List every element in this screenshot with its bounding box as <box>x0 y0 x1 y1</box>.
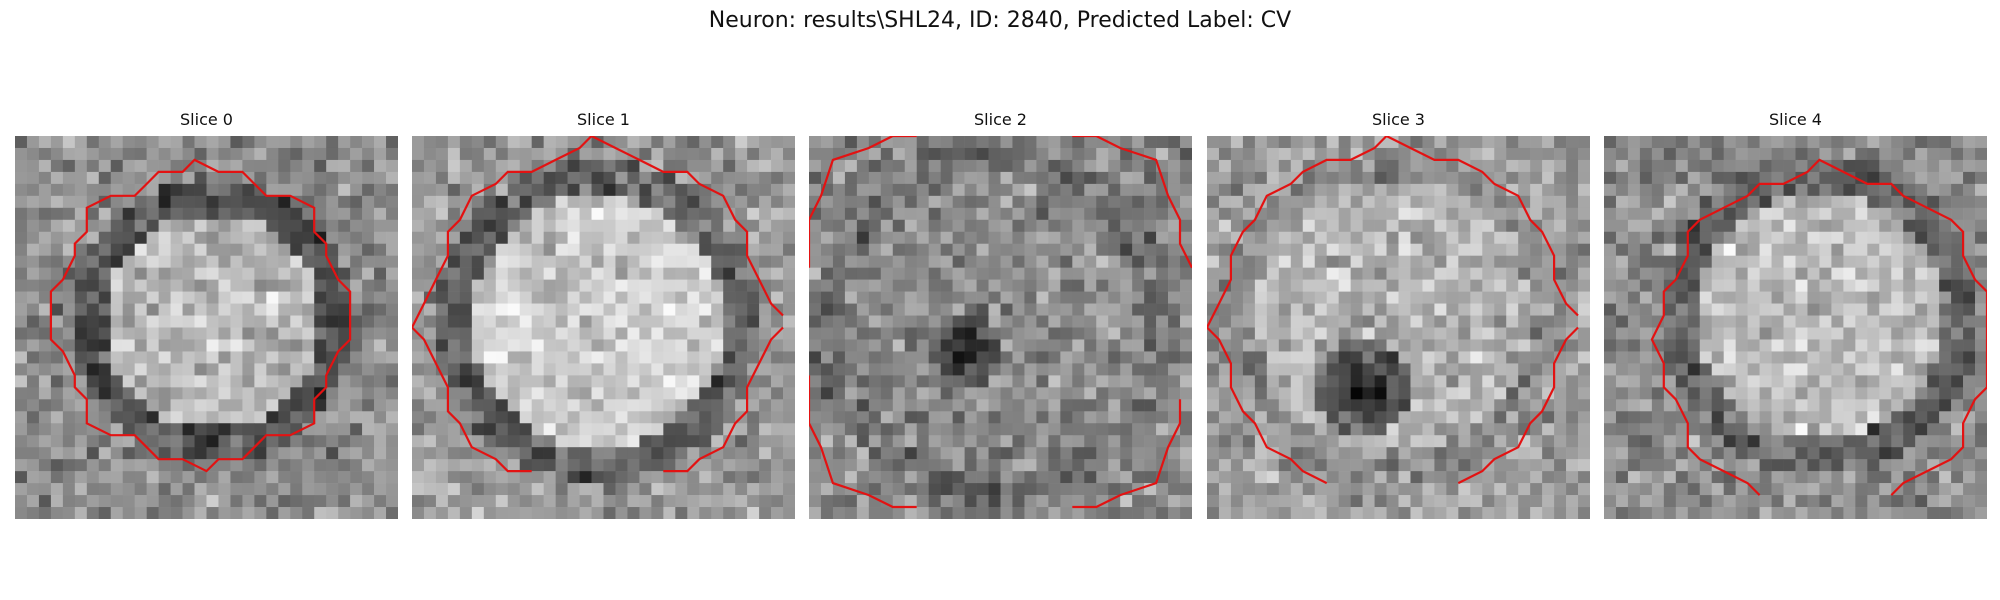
slice-title: Slice 2 <box>974 110 1027 129</box>
slice-panel-2: Slice 2 <box>809 108 1192 519</box>
slice-image-2 <box>809 136 1192 519</box>
segmentation-contour <box>1650 158 1987 496</box>
pixel-grid <box>809 136 1192 519</box>
slice-panel-1: Slice 1 <box>412 108 795 519</box>
pixel-grid <box>1604 136 1987 519</box>
segmentation-contour <box>412 136 784 473</box>
segmentation-contour <box>49 158 352 473</box>
segmentation-contour <box>1207 136 1579 485</box>
slice-panel-3: Slice 3 <box>1207 108 1590 519</box>
pixel-grid <box>412 136 795 519</box>
slice-title: Slice 3 <box>1372 110 1425 129</box>
slice-image-4 <box>1604 136 1987 519</box>
slice-image-3 <box>1207 136 1590 519</box>
slice-image-0 <box>15 136 398 519</box>
slice-title: Slice 0 <box>180 110 233 129</box>
slice-panel-4: Slice 4 <box>1604 108 1987 519</box>
figure-title: Neuron: results\SHL24, ID: 2840, Predict… <box>708 8 1292 33</box>
slice-title: Slice 1 <box>577 110 630 129</box>
segmentation-contour <box>809 136 1192 509</box>
pixel-grid <box>15 136 398 519</box>
slice-image-1 <box>412 136 795 519</box>
slice-panel-0: Slice 0 <box>15 108 398 519</box>
slice-title: Slice 4 <box>1769 110 1822 129</box>
pixel-grid <box>1207 136 1590 519</box>
